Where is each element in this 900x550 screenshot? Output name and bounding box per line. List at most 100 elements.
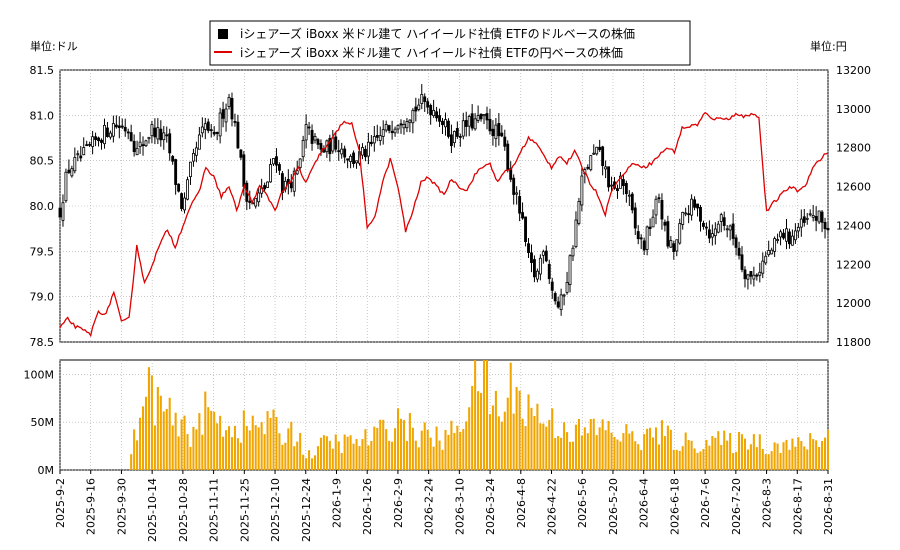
candle-body — [725, 228, 729, 231]
volume-bar — [388, 440, 391, 470]
volume-bar — [809, 433, 812, 470]
candle-body — [811, 215, 815, 218]
volume-bar — [222, 436, 225, 470]
volume-bar — [204, 391, 207, 470]
jpy-tick-label: 11800 — [836, 336, 871, 349]
volume-bar — [263, 434, 266, 470]
candle-body — [515, 192, 519, 195]
candle-body — [639, 237, 643, 240]
candle-body — [491, 128, 495, 137]
volume-bar — [690, 440, 693, 470]
candle-body — [773, 238, 777, 252]
candle-body — [91, 136, 95, 147]
volume-bar — [230, 437, 234, 470]
candle-body — [707, 229, 711, 239]
volume-bar — [557, 436, 560, 470]
candle-body — [390, 130, 394, 134]
volume-bar — [640, 450, 643, 470]
volume-bar — [485, 360, 489, 470]
candle-body — [301, 139, 305, 158]
candle-body — [533, 259, 536, 278]
candle-body — [147, 136, 151, 140]
volume-bar — [141, 406, 145, 470]
candle-body — [713, 228, 717, 237]
x-tick-label: 2025-11-25 — [238, 478, 251, 542]
volume-bar — [462, 429, 465, 470]
volume-bar — [426, 429, 429, 470]
volume-bar — [539, 423, 542, 470]
candle-body — [295, 170, 299, 175]
volume-bar — [278, 433, 281, 470]
candle-body — [366, 141, 370, 157]
candle-body — [455, 128, 459, 137]
candle-body — [538, 257, 542, 275]
candle-body — [710, 233, 714, 238]
usd-tick-label: 81.0 — [30, 109, 55, 122]
volume-bar — [726, 440, 729, 470]
volume-bar — [708, 445, 711, 470]
candle-body — [337, 150, 341, 153]
candle-body — [696, 203, 699, 209]
volume-bar — [678, 450, 681, 470]
candle-body — [796, 227, 800, 232]
candle-body — [153, 127, 157, 138]
volume-bar — [480, 392, 483, 470]
legend-marker-usd — [218, 29, 228, 39]
volume-bar — [236, 438, 239, 470]
volume-bar — [551, 408, 554, 470]
candle-body — [642, 240, 646, 251]
candle-body — [248, 200, 252, 203]
volume-bar — [782, 442, 785, 470]
volume-bar — [334, 434, 337, 470]
volume-bar — [257, 427, 260, 470]
volume-bar — [776, 443, 779, 470]
candle-body — [826, 227, 830, 231]
volume-bar — [471, 385, 474, 470]
volume-bar — [245, 426, 248, 470]
volume-bar — [530, 407, 533, 470]
volume-bar — [628, 433, 631, 470]
candle-body — [88, 143, 92, 146]
volume-bar — [213, 411, 216, 470]
candle-body — [793, 230, 797, 241]
volume-bar — [746, 449, 749, 470]
candle-body — [85, 144, 89, 147]
legend-box — [209, 20, 691, 66]
candle-body — [687, 213, 691, 216]
candle-body — [361, 147, 364, 156]
candle-body — [58, 207, 62, 218]
candle-body — [782, 232, 785, 239]
volume-bar — [702, 448, 705, 470]
volume-bar — [616, 439, 619, 470]
candle-body — [580, 175, 584, 206]
candle-body — [524, 216, 527, 243]
candle-body — [690, 198, 694, 216]
volume-bar — [465, 421, 468, 470]
volume-bar — [305, 458, 308, 470]
candle-body — [438, 115, 441, 122]
candle-body — [693, 199, 696, 208]
volume-bar — [749, 444, 752, 470]
volume-tick-label: 50M — [31, 416, 55, 429]
candle-body — [423, 96, 427, 102]
volume-bar — [192, 426, 195, 470]
candle-body — [123, 126, 127, 132]
x-tick-label: 2026-8-3 — [761, 478, 774, 528]
volume-bar — [322, 435, 325, 470]
candle-body — [387, 125, 391, 131]
volume-bar — [370, 441, 373, 470]
candle-body — [571, 247, 575, 257]
candle-body — [618, 175, 622, 189]
candle-body — [352, 152, 355, 164]
usd-y-axis: 81.5 81.0 80.5 80.0 79.5 79.0 78.5 — [30, 64, 55, 349]
volume-bar — [503, 411, 506, 470]
volume-bar — [518, 390, 521, 470]
candle-body — [135, 147, 139, 156]
volume-bar — [293, 446, 296, 470]
x-tick-label: 2026-4-8 — [515, 478, 528, 528]
candle-body — [559, 294, 563, 311]
candle-body — [509, 168, 513, 180]
candle-body — [752, 274, 756, 280]
volume-bar — [444, 429, 447, 470]
candle-body — [203, 123, 207, 130]
